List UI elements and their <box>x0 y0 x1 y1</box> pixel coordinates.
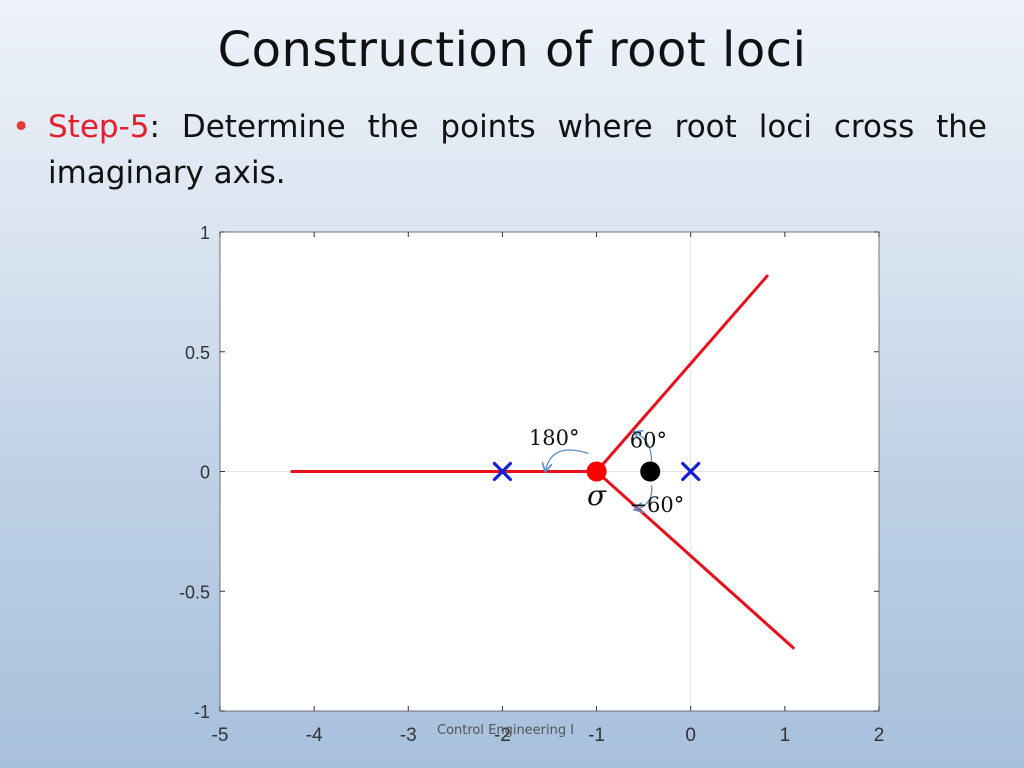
y-tick-label: 0 <box>200 463 210 483</box>
root-locus-branch <box>595 274 770 473</box>
x-tick-label: -1 <box>588 725 605 746</box>
x-tick-label: -5 <box>212 725 229 746</box>
x-tick-label: 0 <box>685 725 696 746</box>
angle-arc-180 <box>546 449 589 471</box>
step-bullet: • Step-5: Determine the points where roo… <box>12 104 987 196</box>
bullet-dot-icon: • <box>12 109 31 145</box>
angle-arc-minus-60 <box>636 485 653 510</box>
x-tick-label: 1 <box>780 725 791 746</box>
y-tick-label: 1 <box>200 223 210 243</box>
step-label: Step-5 <box>48 109 150 145</box>
chart-annotation: 180° <box>529 426 580 450</box>
x-tick-label: -2 <box>494 725 511 746</box>
chart-annotation: −60° <box>629 493 684 517</box>
root-locus-branch <box>595 470 796 650</box>
filled-circle-icon <box>586 461 607 482</box>
chart-annotation: σ <box>587 479 607 512</box>
slide-title: Construction of root loci <box>217 22 807 78</box>
chart-annotation: 60° <box>630 428 667 452</box>
bullet-text: Step-5: Determine the points where root … <box>48 104 987 196</box>
footer-text: Control Engineering I <box>437 723 575 738</box>
x-tick-label: -3 <box>400 725 417 746</box>
y-tick-label: -0.5 <box>179 582 210 602</box>
x-cross-icon <box>492 461 513 482</box>
y-tick-label: 0.5 <box>185 343 210 363</box>
x-tick-label: 2 <box>874 725 885 746</box>
y-tick-label: -1 <box>194 702 210 722</box>
x-cross-icon <box>681 461 701 482</box>
step-description: : Determine the points where root loci c… <box>48 109 987 191</box>
filled-circle-icon <box>640 461 661 482</box>
x-tick-label: -4 <box>306 725 323 746</box>
angle-arc-60 <box>635 433 653 462</box>
